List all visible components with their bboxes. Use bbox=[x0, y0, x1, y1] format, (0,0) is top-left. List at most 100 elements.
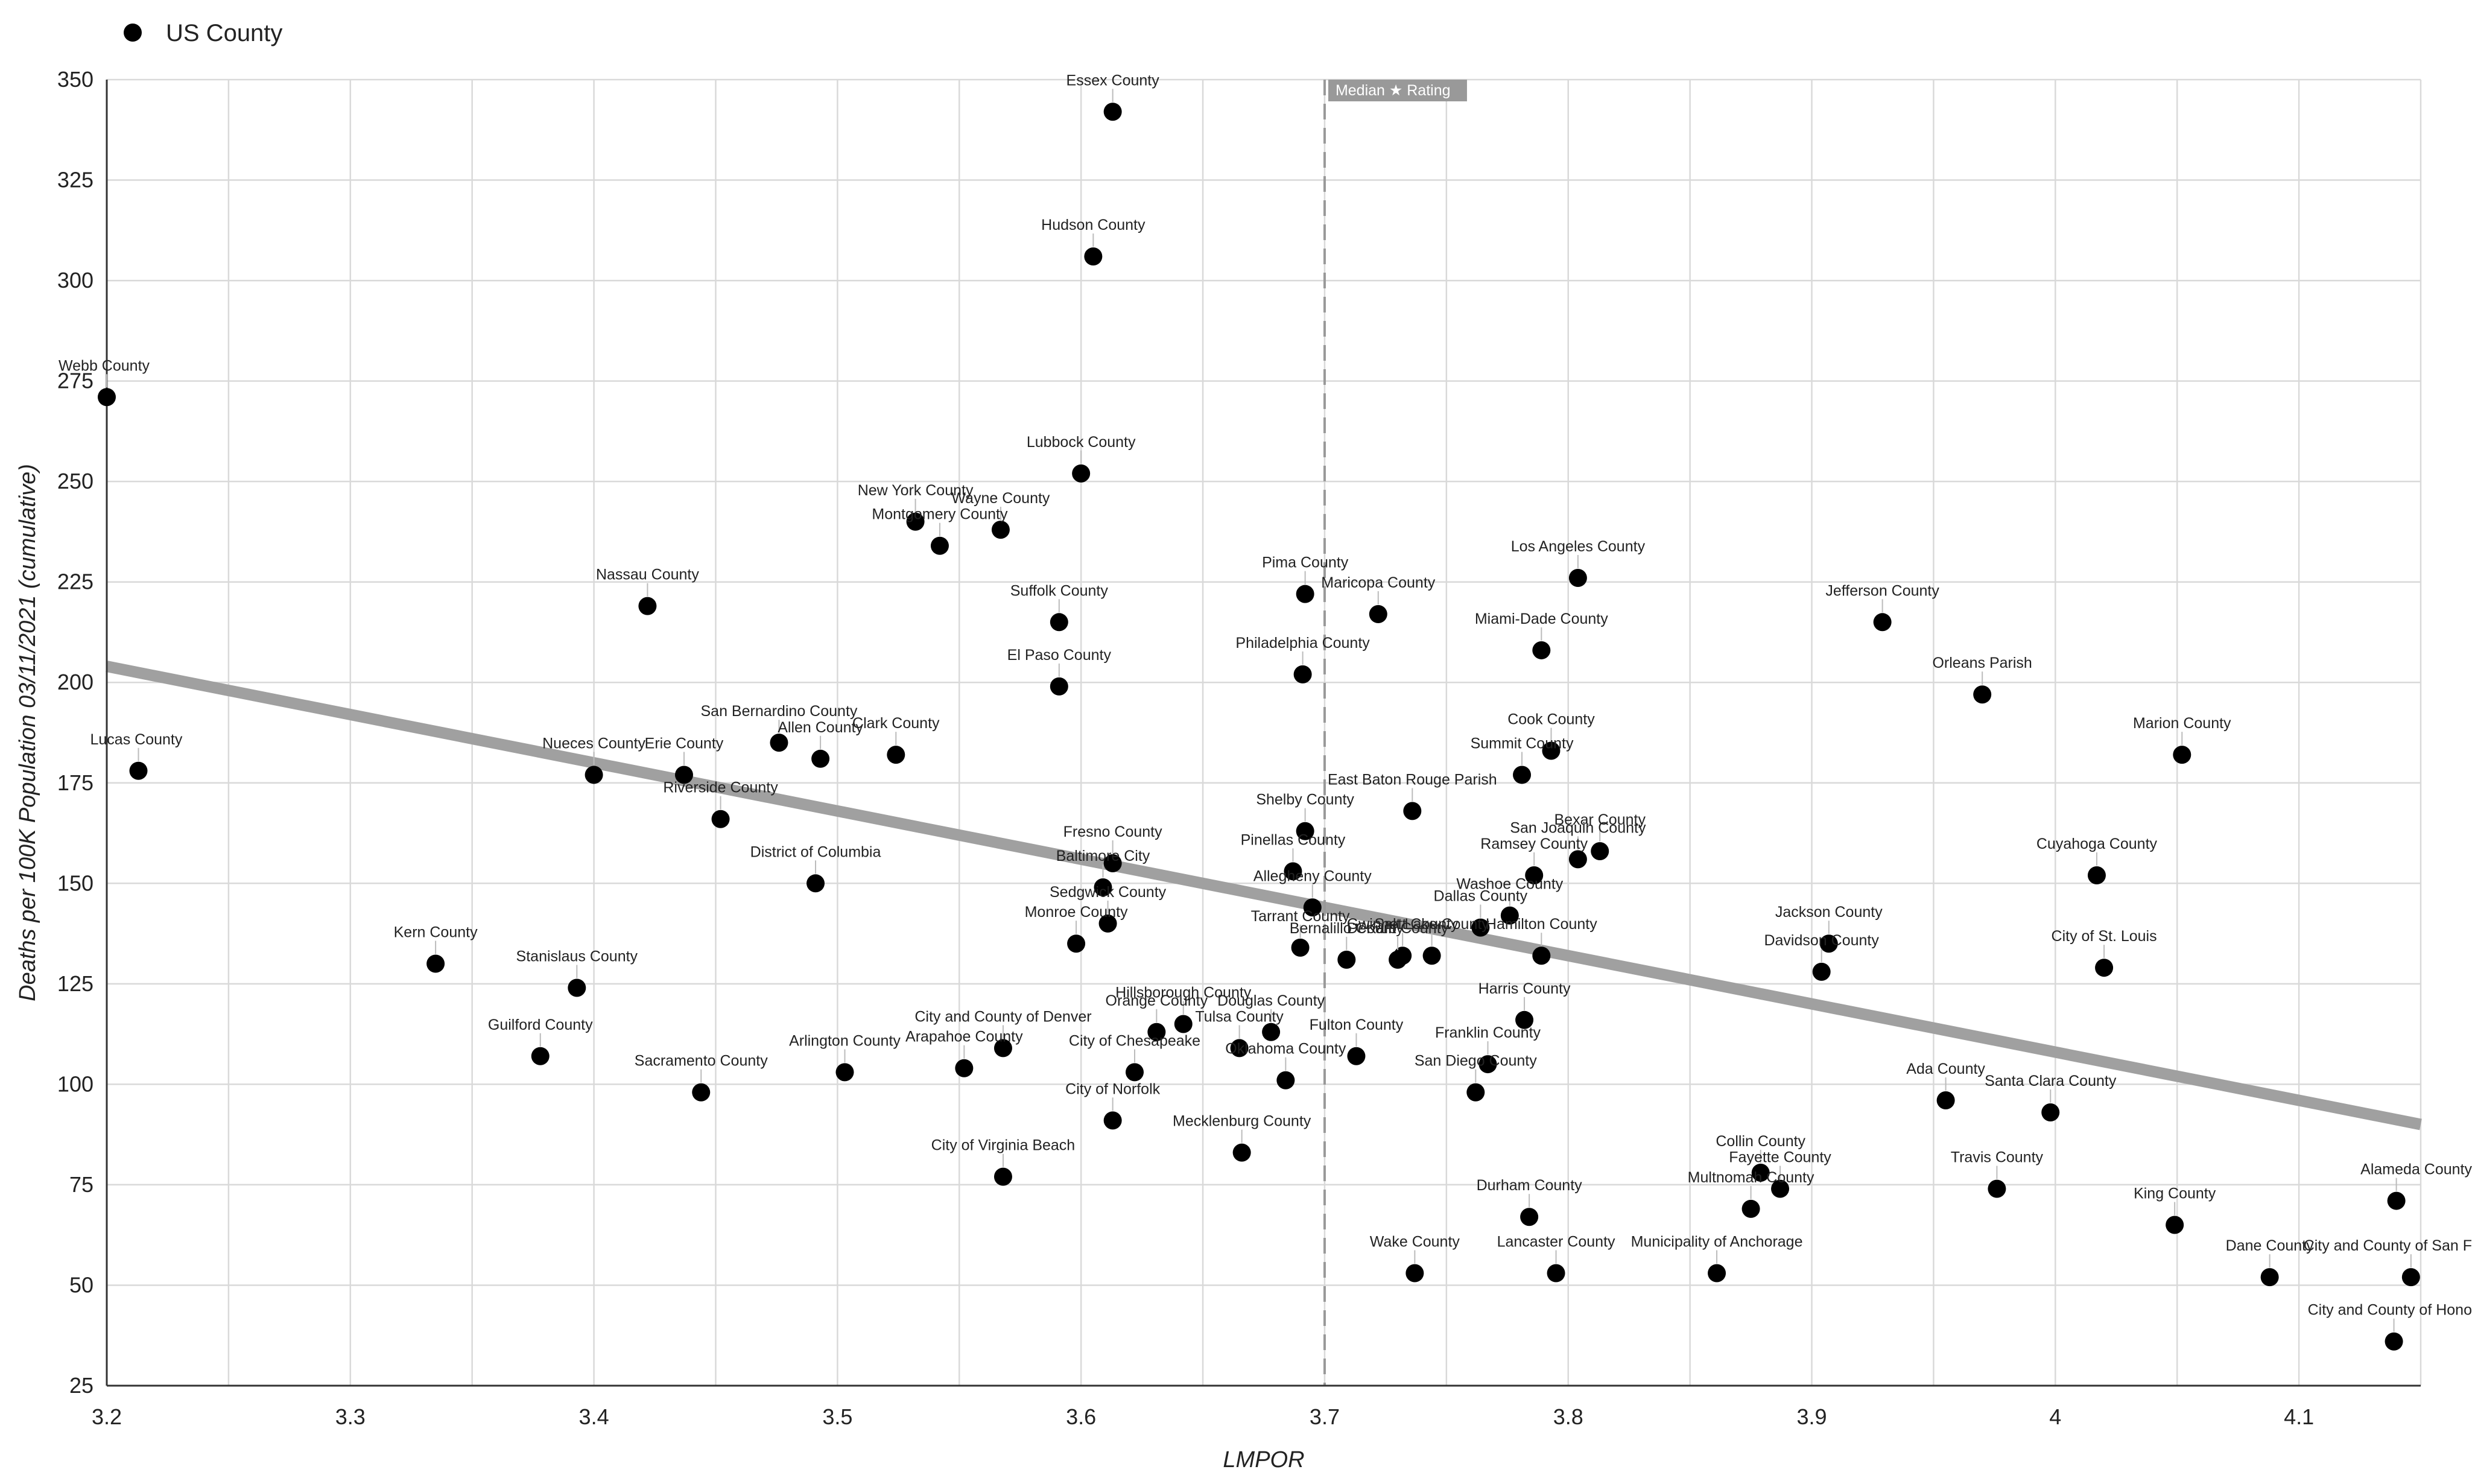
point-label: Erie County bbox=[645, 735, 724, 752]
point-label: Essex County bbox=[1066, 72, 1160, 89]
legend-marker bbox=[124, 24, 142, 42]
data-point bbox=[1284, 862, 1302, 881]
point-label: Arlington County bbox=[789, 1032, 901, 1049]
point-label: Ramsey County bbox=[1480, 836, 1588, 852]
point-label: Orange County bbox=[1106, 992, 1208, 1009]
point-label: Pima County bbox=[1262, 554, 1349, 571]
data-point bbox=[1293, 665, 1312, 683]
data-point bbox=[1276, 1071, 1295, 1089]
point-label: Wayne County bbox=[951, 490, 1050, 507]
point-label: Sacramento County bbox=[635, 1053, 768, 1070]
data-point bbox=[835, 1063, 854, 1082]
y-tick-label: 50 bbox=[69, 1272, 93, 1297]
x-tick-label: 4.1 bbox=[2284, 1404, 2314, 1429]
point-label: Sedgwick County bbox=[1050, 884, 1167, 901]
point-label: Bexar County bbox=[1554, 811, 1646, 828]
point-label: New York County bbox=[858, 482, 974, 499]
point-label: Mecklenburg County bbox=[1173, 1113, 1311, 1130]
data-point bbox=[711, 810, 730, 828]
median-label: Median ★ Rating bbox=[1336, 82, 1451, 99]
point-label: Montgomery County bbox=[872, 506, 1008, 523]
point-label: Orleans Parish bbox=[1932, 655, 2032, 671]
point-label: Washoe County bbox=[1456, 876, 1563, 893]
data-point bbox=[2260, 1268, 2279, 1287]
point-label: Santa Clara County bbox=[1985, 1073, 2117, 1089]
data-point bbox=[585, 766, 603, 784]
point-label: Gwinnett County bbox=[1347, 916, 1459, 933]
data-point bbox=[1303, 898, 1322, 917]
data-point bbox=[638, 597, 657, 615]
data-point bbox=[1819, 934, 1838, 953]
x-tick-label: 3.2 bbox=[92, 1404, 122, 1429]
x-tick-label: 3.3 bbox=[335, 1404, 366, 1429]
point-label: Monroe County bbox=[1025, 904, 1128, 921]
y-tick-label: 250 bbox=[57, 469, 93, 493]
y-tick-label: 125 bbox=[57, 971, 93, 996]
data-point bbox=[887, 746, 905, 764]
data-point bbox=[1067, 934, 1086, 953]
point-label: City and County of San F bbox=[2304, 1237, 2472, 1254]
data-point bbox=[1542, 741, 1561, 760]
data-point bbox=[1230, 1039, 1249, 1058]
data-point bbox=[811, 749, 830, 768]
y-tick-label: 75 bbox=[69, 1172, 93, 1197]
data-point bbox=[1812, 962, 1831, 981]
point-label: Lancaster County bbox=[1497, 1233, 1615, 1250]
data-point bbox=[1232, 1143, 1251, 1162]
data-point bbox=[2385, 1332, 2403, 1351]
data-point bbox=[1103, 1111, 1122, 1130]
data-point bbox=[692, 1083, 711, 1102]
y-tick-label: 275 bbox=[57, 369, 93, 393]
point-label: Stanislaus County bbox=[516, 948, 638, 965]
data-point bbox=[770, 734, 788, 752]
y-tick-label: 300 bbox=[57, 268, 93, 293]
point-label: Franklin County bbox=[1435, 1024, 1541, 1041]
data-point bbox=[1973, 685, 1992, 704]
data-point bbox=[1403, 802, 1422, 820]
point-label: Travis County bbox=[1951, 1149, 2044, 1166]
point-label: El Paso County bbox=[1007, 647, 1112, 664]
point-label: Hudson County bbox=[1041, 217, 1146, 233]
point-label: Collin County bbox=[1716, 1133, 1805, 1150]
data-point bbox=[807, 874, 825, 893]
data-point bbox=[2387, 1191, 2406, 1210]
axes: 25 50 75 100 125 150 175 200 225 250 275 300 325 350 3… bbox=[15, 67, 2421, 1473]
data-point bbox=[1751, 1163, 1770, 1182]
median-label-background bbox=[1328, 80, 1467, 101]
data-point bbox=[674, 766, 693, 784]
point-label: Davidson County bbox=[1764, 932, 1879, 949]
data-point bbox=[991, 521, 1010, 539]
data-point bbox=[1296, 822, 1314, 840]
point-label: San Bernardino County bbox=[701, 703, 858, 720]
data-point bbox=[1125, 1063, 1144, 1082]
data-point bbox=[1405, 1264, 1424, 1283]
point-label: Pinellas County bbox=[1241, 831, 1346, 848]
point-label: Allen County bbox=[778, 719, 863, 736]
data-point bbox=[1262, 1023, 1281, 1041]
trendline-layer bbox=[106, 661, 2422, 1130]
point-label: Fresno County bbox=[1063, 823, 1162, 840]
point-label: San Diego County bbox=[1415, 1053, 1537, 1070]
point-label: City of Virginia Beach bbox=[931, 1137, 1076, 1154]
data-point bbox=[129, 761, 148, 780]
data-point bbox=[1988, 1179, 2006, 1198]
point-label: Durham County bbox=[1477, 1177, 1583, 1194]
data-point bbox=[1337, 950, 1356, 969]
y-tick-label: 100 bbox=[57, 1071, 93, 1096]
y-axis-title: Deaths per 100K Population 03/11/2021 (c… bbox=[15, 464, 40, 1001]
point-label: Oklahoma County bbox=[1225, 1041, 1346, 1058]
data-point bbox=[1532, 641, 1551, 659]
point-label: Hamilton County bbox=[1486, 916, 1597, 933]
point-label: Hillsborough County bbox=[1115, 984, 1252, 1001]
y-tick-label: 150 bbox=[57, 870, 93, 895]
data-point bbox=[1478, 1055, 1497, 1074]
y-tick-label: 225 bbox=[57, 569, 93, 594]
point-label: District of Columbia bbox=[750, 843, 881, 860]
data-points bbox=[98, 103, 2420, 1351]
legend-entry: US County bbox=[166, 20, 282, 46]
data-point bbox=[2166, 1216, 2184, 1234]
point-label: Tulsa County bbox=[1195, 1008, 1284, 1025]
data-point bbox=[1347, 1047, 1366, 1065]
